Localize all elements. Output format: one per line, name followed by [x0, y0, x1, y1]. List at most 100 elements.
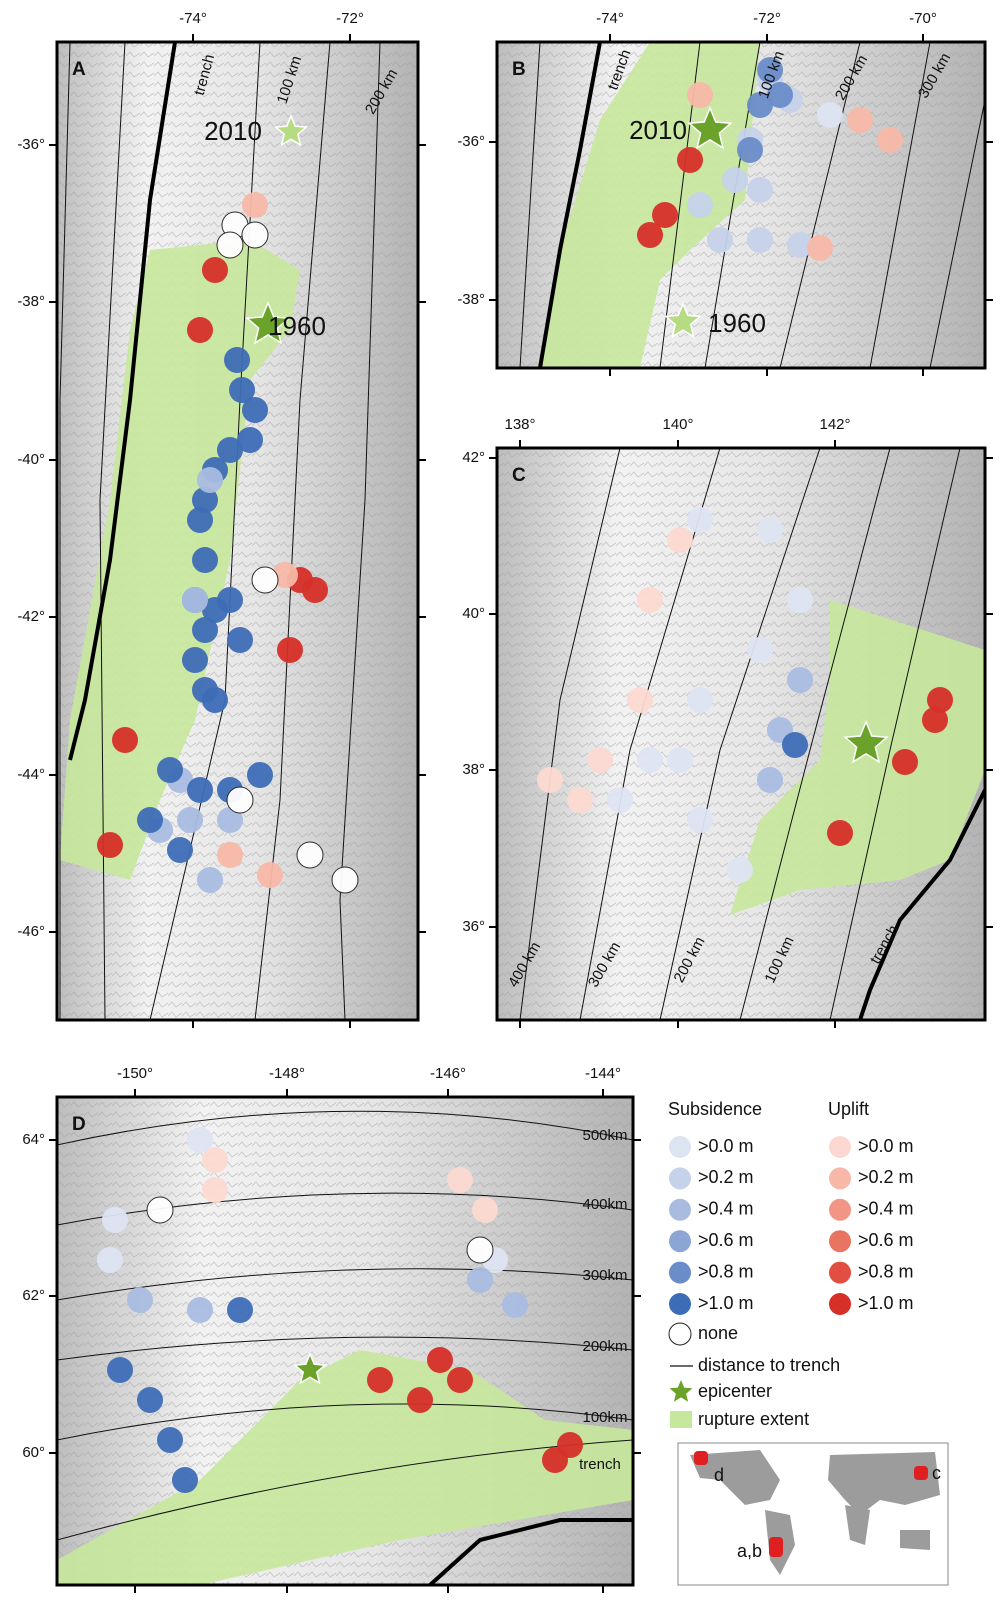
legend-swatch [669, 1230, 691, 1252]
site [427, 1347, 453, 1373]
site [817, 102, 843, 128]
site [177, 807, 203, 833]
y-tick-label: 64° [22, 1131, 45, 1148]
annotation: 200km [582, 1338, 627, 1355]
annotation: 1960 [268, 311, 326, 341]
annotation: 2010 [204, 116, 262, 146]
site [112, 727, 138, 753]
x-tick-label: -144° [585, 1065, 621, 1082]
site [677, 147, 703, 173]
legend-swatch [669, 1293, 691, 1315]
site [922, 707, 948, 733]
figure: d c a,b A-74°-72°-36°-38°-40°-42°-44°-46… [0, 0, 1005, 1596]
map-panel: D-150°-148°-146°-144°64°62°60°500km400km… [22, 1065, 641, 1593]
inset-label: d [714, 1465, 724, 1485]
legend-swatch [669, 1199, 691, 1221]
y-tick-label: 42° [462, 449, 485, 466]
legend-label: rupture extent [698, 1409, 809, 1429]
site [242, 397, 268, 423]
site [202, 687, 228, 713]
legend-label: >0.0 m [858, 1136, 914, 1156]
site [637, 747, 663, 773]
legend-label: >0.2 m [858, 1167, 914, 1187]
site [247, 762, 273, 788]
annotation: 300km [582, 1267, 627, 1284]
site [367, 1367, 393, 1393]
site [217, 232, 243, 258]
legend-label: >0.2 m [698, 1167, 754, 1187]
site [242, 192, 268, 218]
site [107, 1357, 133, 1383]
site [877, 127, 903, 153]
legend-swatch [669, 1167, 691, 1189]
site [97, 1247, 123, 1273]
site [467, 1237, 493, 1263]
y-tick-label: -36° [17, 136, 45, 153]
site [157, 1427, 183, 1453]
legend-label: >0.6 m [858, 1230, 914, 1250]
site [707, 227, 733, 253]
annotation: 1960 [708, 308, 766, 338]
legend-label: distance to trench [698, 1355, 840, 1375]
site [172, 1467, 198, 1493]
site [447, 1167, 473, 1193]
site [227, 1297, 253, 1323]
site [827, 820, 853, 846]
legend-swatch [829, 1199, 851, 1221]
site [187, 1297, 213, 1323]
legend-title: Uplift [828, 1099, 869, 1119]
site [197, 867, 223, 893]
site [607, 787, 633, 813]
legend-label: >0.0 m [698, 1136, 754, 1156]
legend-label: epicenter [698, 1381, 772, 1401]
site [787, 587, 813, 613]
y-tick-label: -46° [17, 923, 45, 940]
site [892, 749, 918, 775]
site [407, 1387, 433, 1413]
site [227, 787, 253, 813]
y-tick-label: -38° [17, 293, 45, 310]
legend-label: >0.4 m [858, 1199, 914, 1219]
site [667, 527, 693, 553]
site [557, 1432, 583, 1458]
site [137, 807, 163, 833]
site [297, 842, 323, 868]
site [302, 577, 328, 603]
site [277, 637, 303, 663]
annotation: 100km [582, 1409, 627, 1426]
x-tick-label: -148° [269, 1065, 305, 1082]
site [637, 587, 663, 613]
legend-label: >1.0 m [698, 1293, 754, 1313]
site [627, 687, 653, 713]
site [807, 235, 833, 261]
x-tick-label: -74° [596, 10, 624, 27]
x-tick-label: 138° [504, 416, 535, 433]
y-tick-label: 62° [22, 1287, 45, 1304]
y-tick-label: -42° [17, 608, 45, 625]
legend-swatch [670, 1380, 693, 1402]
x-tick-label: -72° [753, 10, 781, 27]
site [252, 567, 278, 593]
x-tick-label: 140° [662, 416, 693, 433]
panel-label: B [512, 59, 526, 80]
site [847, 107, 873, 133]
site [687, 82, 713, 108]
y-tick-label: 36° [462, 918, 485, 935]
site [687, 192, 713, 218]
legend-swatch [670, 1411, 692, 1428]
site [167, 837, 193, 863]
annotation: 2010 [629, 115, 687, 145]
site [217, 842, 243, 868]
legend: Subsidence>0.0 m>0.2 m>0.4 m>0.6 m>0.8 m… [668, 1099, 914, 1429]
site [97, 832, 123, 858]
legend-label: >0.4 m [698, 1199, 754, 1219]
site [242, 222, 268, 248]
site [787, 667, 813, 693]
map-panel: C138°140°142°42°40°38°36°400 km300 km200… [462, 416, 993, 1028]
site [782, 732, 808, 758]
site [137, 1387, 163, 1413]
y-tick-label: 60° [22, 1444, 45, 1461]
map-content [497, 448, 985, 1020]
site [332, 867, 358, 893]
site [537, 767, 563, 793]
